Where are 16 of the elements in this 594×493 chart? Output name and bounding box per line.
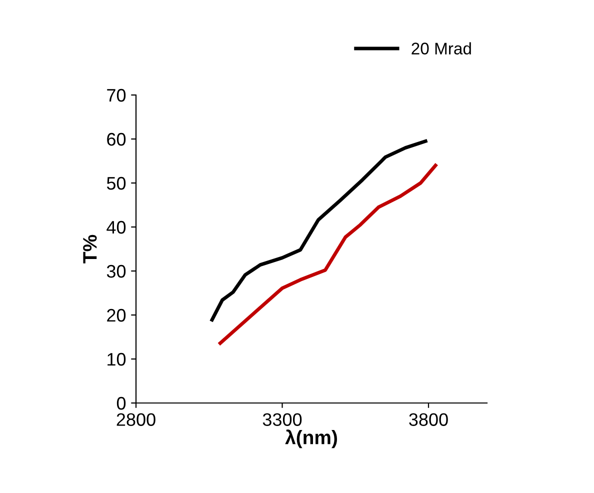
- y-tick-label: 10: [108, 352, 126, 366]
- line-series: [218, 164, 438, 345]
- x-tick-label: 2800: [116, 413, 156, 426]
- x-tick-label: 3300: [262, 413, 302, 426]
- y-tick-label: 70: [107, 88, 126, 102]
- y-tick-label: 30: [106, 264, 126, 278]
- y-tick-label: 0: [116, 396, 126, 410]
- y-tick-label: 20: [107, 308, 126, 322]
- y-axis-title: T%: [83, 234, 97, 264]
- y-tick-label: 60: [107, 132, 126, 146]
- y-tick-label: 40: [106, 220, 126, 234]
- y-tick-label: 50: [106, 176, 126, 190]
- x-axis-title: λ(nm): [285, 430, 337, 448]
- x-tick-label: 3800: [409, 413, 448, 426]
- legend-label: 20 Mrad: [412, 42, 471, 54]
- line-series: [210, 139, 428, 322]
